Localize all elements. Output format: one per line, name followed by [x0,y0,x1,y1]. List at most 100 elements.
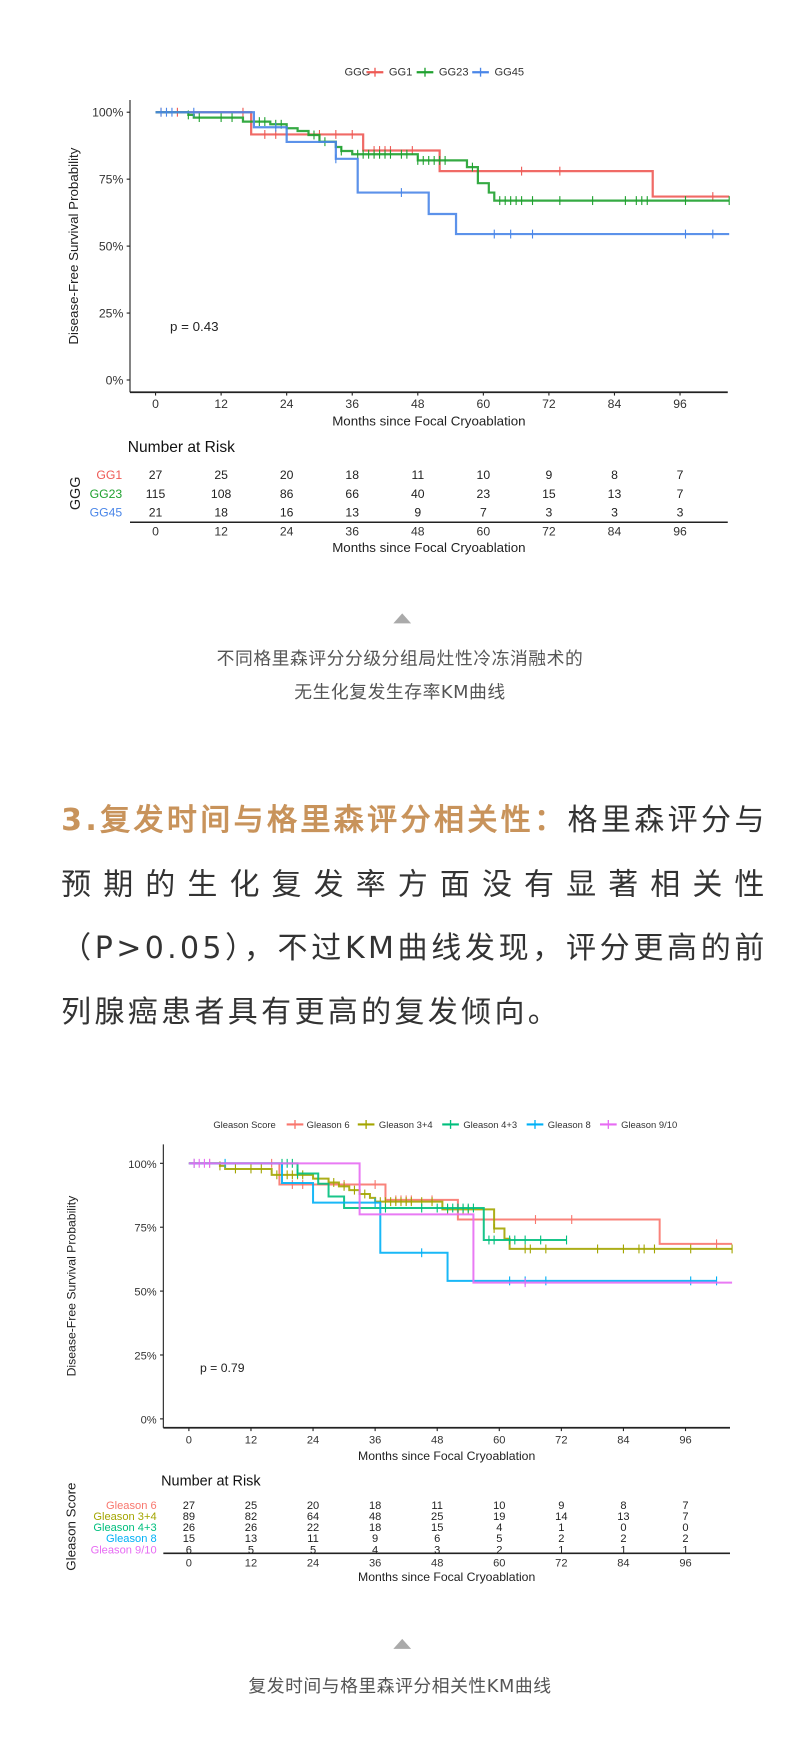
survival-curve-gg23 [155,111,730,202]
y-tick-label: 50% [99,240,124,254]
risk-count: 3 [677,506,684,520]
risk-count: 82 [245,1511,257,1523]
risk-count: 20 [307,1500,319,1512]
risk-count: 13 [608,487,622,501]
risk-x-tick-label: 36 [369,1558,381,1570]
risk-count: 18 [369,1522,381,1534]
risk-count: 11 [431,1500,443,1512]
x-tick-label: 96 [673,397,687,411]
risk-table-y-title: Gleason Score [64,1483,79,1571]
risk-count: 3 [434,1544,440,1556]
risk-count: 3 [546,506,553,520]
risk-count: 10 [493,1500,505,1512]
risk-x-tick-label: 60 [493,1558,505,1570]
legend-item: Gleason 9/10 [621,1120,677,1131]
x-tick-label: 84 [617,1434,629,1446]
x-tick-label: 96 [679,1434,691,1446]
risk-count: 15 [183,1533,195,1545]
risk-count: 1 [558,1522,564,1534]
risk-table-x-title: Months since Focal Cryoablation [332,540,525,555]
caption-line: 不同格里森评分分级分组局灶性冷冻消融术的 [216,647,584,669]
legend-item: Gleason 6 [307,1120,350,1131]
risk-count: 11 [411,468,424,482]
caption-triangle-icon [393,1638,412,1649]
risk-count: 2 [682,1533,688,1545]
risk-x-tick-label: 0 [152,525,159,539]
risk-count: 13 [345,506,359,520]
risk-count: 27 [149,468,163,482]
x-tick-label: 24 [307,1434,319,1446]
figure-caption-1: 不同格里森评分分级分组局灶性冷冻消融术的 无生化复发生存率KM曲线 [0,642,800,709]
risk-x-tick-label: 12 [214,525,228,539]
risk-count: 1 [558,1544,564,1556]
legend-item: Gleason 3+4 [379,1120,433,1131]
risk-count: 19 [493,1511,505,1523]
risk-row-label: Gleason 8 [106,1533,157,1545]
y-tick-label: 75% [134,1223,156,1235]
risk-count: 89 [183,1511,195,1523]
risk-count: 5 [496,1533,502,1545]
risk-count: 14 [555,1511,567,1523]
risk-count: 20 [280,468,294,482]
risk-count: 7 [682,1500,688,1512]
risk-x-tick-label: 48 [411,525,425,539]
x-tick-label: 36 [369,1434,381,1446]
survival-curve-gleason-3-4 [188,1162,733,1250]
risk-count: 2 [496,1544,502,1556]
risk-count: 9 [372,1533,378,1545]
x-tick-label: 36 [345,397,359,411]
risk-count: 21 [149,506,163,520]
caption-triangle-icon [393,613,412,624]
p-value-annotation: p = 0.79 [200,1361,245,1375]
legend-title: GGG [344,67,370,79]
risk-count: 15 [431,1522,443,1534]
risk-count: 8 [620,1500,626,1512]
risk-count: 6 [186,1544,192,1556]
risk-count: 86 [280,487,294,501]
risk-count: 22 [307,1522,319,1534]
x-tick-label: 72 [542,397,556,411]
risk-count: 0 [682,1522,688,1534]
y-tick-label: 100% [128,1159,157,1171]
risk-x-tick-label: 84 [608,525,622,539]
risk-x-tick-label: 96 [673,525,687,539]
risk-count: 6 [434,1533,440,1545]
legend-item: Gleason 8 [548,1120,591,1131]
risk-count: 7 [677,468,684,482]
x-tick-label: 72 [555,1434,567,1446]
risk-count: 15 [542,487,556,501]
risk-count: 2 [558,1533,564,1545]
risk-count: 23 [477,487,491,501]
x-tick-label: 84 [608,397,622,411]
risk-count: 7 [682,1511,688,1523]
x-tick-label: 12 [245,1434,257,1446]
caption-line: 无生化复发生存率KM曲线 [294,681,506,703]
risk-x-tick-label: 36 [345,525,359,539]
risk-count: 25 [431,1511,443,1523]
risk-row-label: GG23 [90,487,123,501]
risk-count: 8 [611,468,618,482]
km-chart-ggg: GGG GG1 GG23 GG45 0% 25% 50% 75% 100% 0 12 24 36 48 60… [66,67,730,555]
survival-curve-gleason-8 [188,1162,717,1282]
survival-curve-gg1 [155,111,730,198]
y-tick-label: 100% [92,106,123,120]
y-tick-label: 0% [106,373,124,387]
body-paragraph: 3.复发时间与格里森评分相关性：格里森评分与预期的生化复发率方面没有显著相关性（… [61,789,768,1045]
survival-curve-gleason-9-10 [188,1162,733,1284]
risk-x-tick-label: 24 [307,1558,319,1570]
survival-curve-gg45 [155,111,730,236]
survival-curve-gleason-6 [188,1162,733,1245]
risk-row-label: Gleason 4+3 [93,1522,156,1534]
risk-count: 3 [611,506,618,520]
y-tick-label: 0% [141,1414,157,1426]
risk-row-label: GG45 [90,506,123,520]
risk-count: 0 [620,1522,626,1534]
risk-count: 10 [477,468,491,482]
risk-table-y-title: GGG [68,476,84,510]
risk-count: 9 [414,506,421,520]
legend-title: Gleason Score [213,1120,275,1131]
x-tick-label: 48 [431,1434,443,1446]
risk-count: 27 [183,1500,195,1512]
risk-count: 25 [214,468,228,482]
risk-count: 25 [245,1500,257,1512]
